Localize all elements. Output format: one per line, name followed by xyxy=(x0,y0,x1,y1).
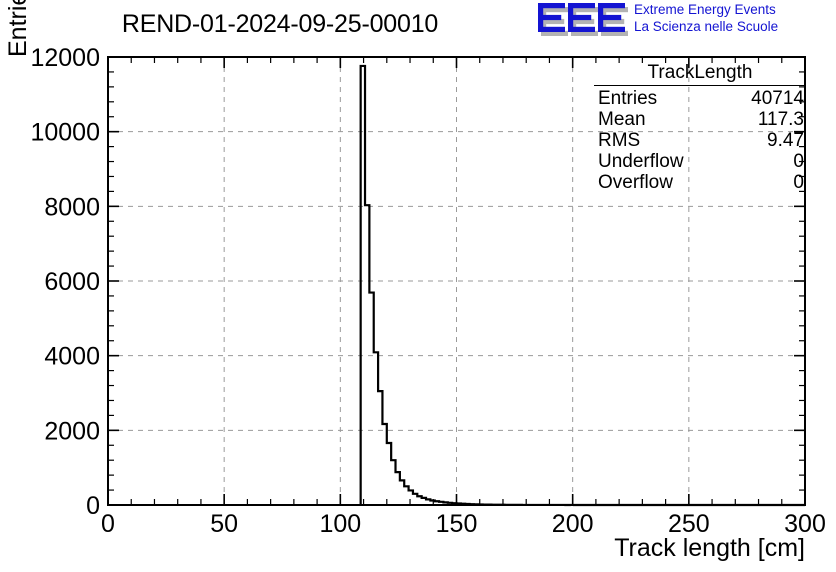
gridlines xyxy=(108,57,805,505)
stats-value: 117.3 xyxy=(757,109,804,130)
stats-box: TrackLength Entries 40714 Mean 117.3 RMS 9.47… xyxy=(594,63,806,193)
stats-row: Mean 117.3 xyxy=(594,109,806,130)
y-tick-label: 0 xyxy=(86,492,100,520)
stats-value: 9.47 xyxy=(767,130,804,151)
x-tick-label: 250 xyxy=(668,510,710,538)
stats-divider xyxy=(594,85,806,86)
stats-key: Entries xyxy=(598,88,658,109)
stats-value: 0 xyxy=(793,151,804,172)
stats-value: 0 xyxy=(793,172,804,193)
eee-logo-text: Extreme Energy Events La Scienza nelle S… xyxy=(634,2,834,35)
eee-logo-line1: Extreme Energy Events xyxy=(634,2,776,17)
y-tick-label: 4000 xyxy=(44,343,100,371)
x-tick-label: 200 xyxy=(552,510,594,538)
y-axis-title: Entries/bin xyxy=(4,0,32,57)
x-tick-label: 0 xyxy=(101,510,115,538)
axis-titles: Track length [cm] Entries/bin xyxy=(4,0,805,562)
eee-mark-icon xyxy=(538,3,628,36)
stats-row: Underflow 0 xyxy=(594,151,806,172)
stats-title: TrackLength xyxy=(647,62,753,83)
stats-row: Overflow 0 xyxy=(594,172,806,193)
histogram-path xyxy=(359,64,805,507)
axis-tick-labels: 0 50 100 150 200 250 300 0 2000 4000 6000 8000 10000… xyxy=(30,44,825,538)
stats-row: RMS 9.47 xyxy=(594,130,806,151)
histogram-series xyxy=(359,64,805,507)
stats-key: Overflow xyxy=(598,172,673,193)
stats-key: Mean xyxy=(598,109,646,130)
y-tick-label: 10000 xyxy=(30,119,100,147)
stats-key: Underflow xyxy=(598,151,684,172)
y-tick-label: 8000 xyxy=(44,193,100,221)
x-tick-label: 100 xyxy=(319,510,361,538)
y-tick-label: 6000 xyxy=(44,268,100,296)
eee-logo-line2: La Scienza nelle Scuole xyxy=(634,18,779,34)
x-tick-label: 150 xyxy=(436,510,478,538)
x-tick-label: 50 xyxy=(210,510,238,538)
stats-key: RMS xyxy=(598,130,641,151)
x-tick-label: 300 xyxy=(784,510,826,538)
y-tick-label: 2000 xyxy=(44,417,100,445)
eee-logo: Extreme Energy Events La Scienza nelle S… xyxy=(538,2,834,38)
y-tick-label: 12000 xyxy=(30,44,100,72)
page-title: REND-01-2024-09-25-00010 xyxy=(121,10,439,38)
stats-value: 40714 xyxy=(751,88,804,109)
x-axis-title: Track length [cm] xyxy=(614,534,805,562)
stats-row: Entries 40714 xyxy=(594,88,806,109)
axis-frame xyxy=(107,56,806,506)
